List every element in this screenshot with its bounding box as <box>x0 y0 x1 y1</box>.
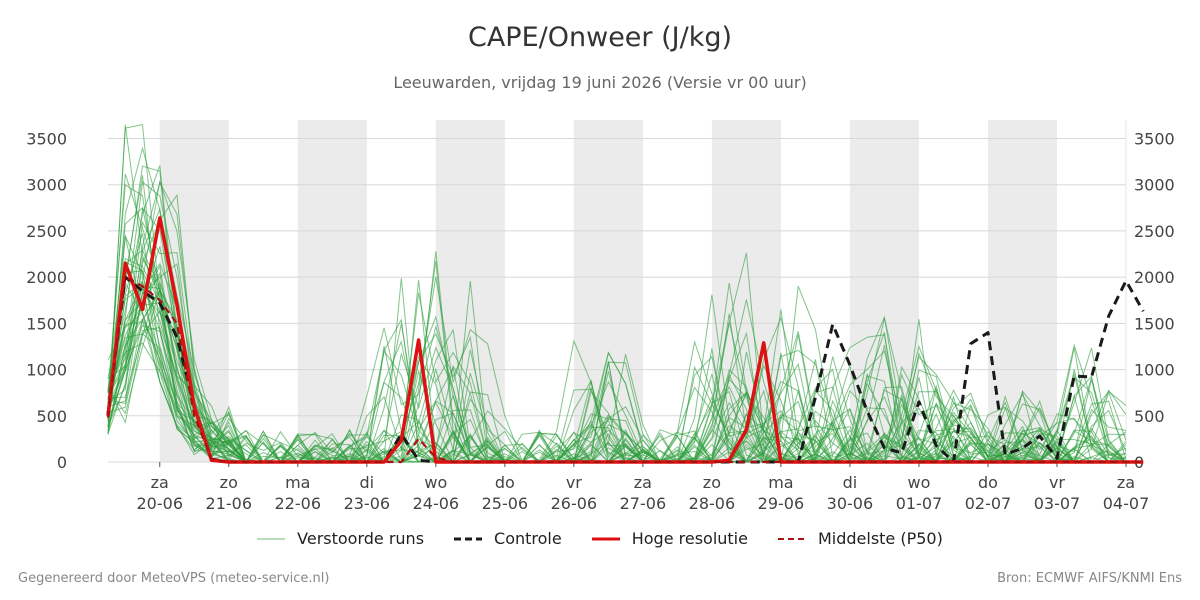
x-tick-day-26-06: vr <box>566 473 582 492</box>
x-tick-date-26-06: 26-06 <box>551 494 598 513</box>
y-tick-label-left-500: 500 <box>36 407 67 426</box>
x-tick-day-21-06: zo <box>220 473 238 492</box>
x-tick-day-04-07: za <box>1117 473 1135 492</box>
y-tick-label-right-500: 500 <box>1134 407 1165 426</box>
x-tick-date-28-06: 28-06 <box>689 494 736 513</box>
legend: Verstoorde runs Controle Hoge resolutie … <box>0 529 1200 548</box>
legend-label-control: Controle <box>494 529 562 548</box>
x-tick-date-30-06: 30-06 <box>827 494 874 513</box>
x-tick-date-29-06: 29-06 <box>758 494 805 513</box>
x-tick-date-21-06: 21-06 <box>206 494 253 513</box>
legend-swatch-control <box>454 537 483 540</box>
weekend-band-1 <box>297 120 367 462</box>
x-tick-date-04-07: 04-07 <box>1103 494 1150 513</box>
x-tick-day-03-07: vr <box>1049 473 1065 492</box>
x-tick-day-30-06: di <box>843 473 858 492</box>
x-tick-date-02-07: 02-07 <box>965 494 1012 513</box>
x-tick-day-02-07: do <box>978 473 998 492</box>
footer-credit: Gegenereerd door MeteoVPS (meteo-service… <box>18 571 330 586</box>
series-middelste-p50 <box>106 276 1144 464</box>
series-ensemble-member-25 <box>107 261 1127 463</box>
footer-source: Bron: ECMWF AIFS/KNMI Ens <box>997 571 1182 586</box>
legend-item-ensemble: Verstoorde runs <box>257 529 424 548</box>
x-tick-day-29-06: ma <box>768 473 793 492</box>
x-tick-date-23-06: 23-06 <box>344 494 391 513</box>
y-tick-label-left-2000: 2000 <box>26 268 67 287</box>
weekend-band-2 <box>435 120 505 462</box>
legend-label-median: Middelste (P50) <box>817 529 943 548</box>
y-tick-label-left-1000: 1000 <box>26 361 67 380</box>
chart-title: CAPE/Onweer (J/kg) <box>467 22 732 53</box>
x-tick-day-27-06: za <box>634 473 652 492</box>
x-tick-day-01-07: wo <box>908 473 931 492</box>
x-tick-date-27-06: 27-06 <box>620 494 667 513</box>
y-tick-label-left-2500: 2500 <box>26 222 67 241</box>
x-tick-date-20-06: 20-06 <box>137 494 184 513</box>
x-tick-day-25-06: do <box>495 473 515 492</box>
legend-swatch-median <box>777 537 806 540</box>
x-tick-day-20-06: za <box>151 473 169 492</box>
y-tick-label-right-3000: 3000 <box>1134 176 1175 195</box>
chart-subtitle: Leeuwarden, vrijdag 19 juni 2026 (Versie… <box>393 73 807 92</box>
legend-swatch-ensemble <box>257 538 286 539</box>
y-tick-label-right-3500: 3500 <box>1134 129 1175 148</box>
legend-item-hires: Hoge resolutie <box>591 529 748 548</box>
y-tick-label-right-1500: 1500 <box>1134 314 1175 333</box>
y-tick-label-right-2500: 2500 <box>1134 222 1175 241</box>
legend-label-hires: Hoge resolutie <box>631 529 748 548</box>
legend-swatch-hires <box>591 537 620 540</box>
legend-item-control: Controle <box>454 529 562 548</box>
x-tick-date-25-06: 25-06 <box>482 494 529 513</box>
x-tick-day-23-06: di <box>360 473 375 492</box>
x-tick-day-28-06: zo <box>703 473 721 492</box>
x-tick-date-03-07: 03-07 <box>1034 494 1081 513</box>
y-tick-label-right-1000: 1000 <box>1134 361 1175 380</box>
y-tick-label-left-0: 0 <box>57 453 67 472</box>
y-tick-label-left-3500: 3500 <box>26 129 67 148</box>
x-tick-date-22-06: 22-06 <box>275 494 322 513</box>
x-tick-day-22-06: ma <box>285 473 310 492</box>
series-controle <box>106 275 1145 464</box>
y-tick-label-left-3000: 3000 <box>26 176 67 195</box>
y-tick-label-right-2000: 2000 <box>1134 268 1175 287</box>
y-tick-label-left-1500: 1500 <box>26 314 67 333</box>
x-tick-date-01-07: 01-07 <box>896 494 943 513</box>
legend-label-ensemble: Verstoorde runs <box>297 529 425 548</box>
legend-item-median: Middelste (P50) <box>777 529 943 548</box>
series-ensemble-member-47 <box>107 262 1127 463</box>
x-tick-date-24-06: 24-06 <box>413 494 460 513</box>
x-tick-day-24-06: wo <box>424 473 447 492</box>
